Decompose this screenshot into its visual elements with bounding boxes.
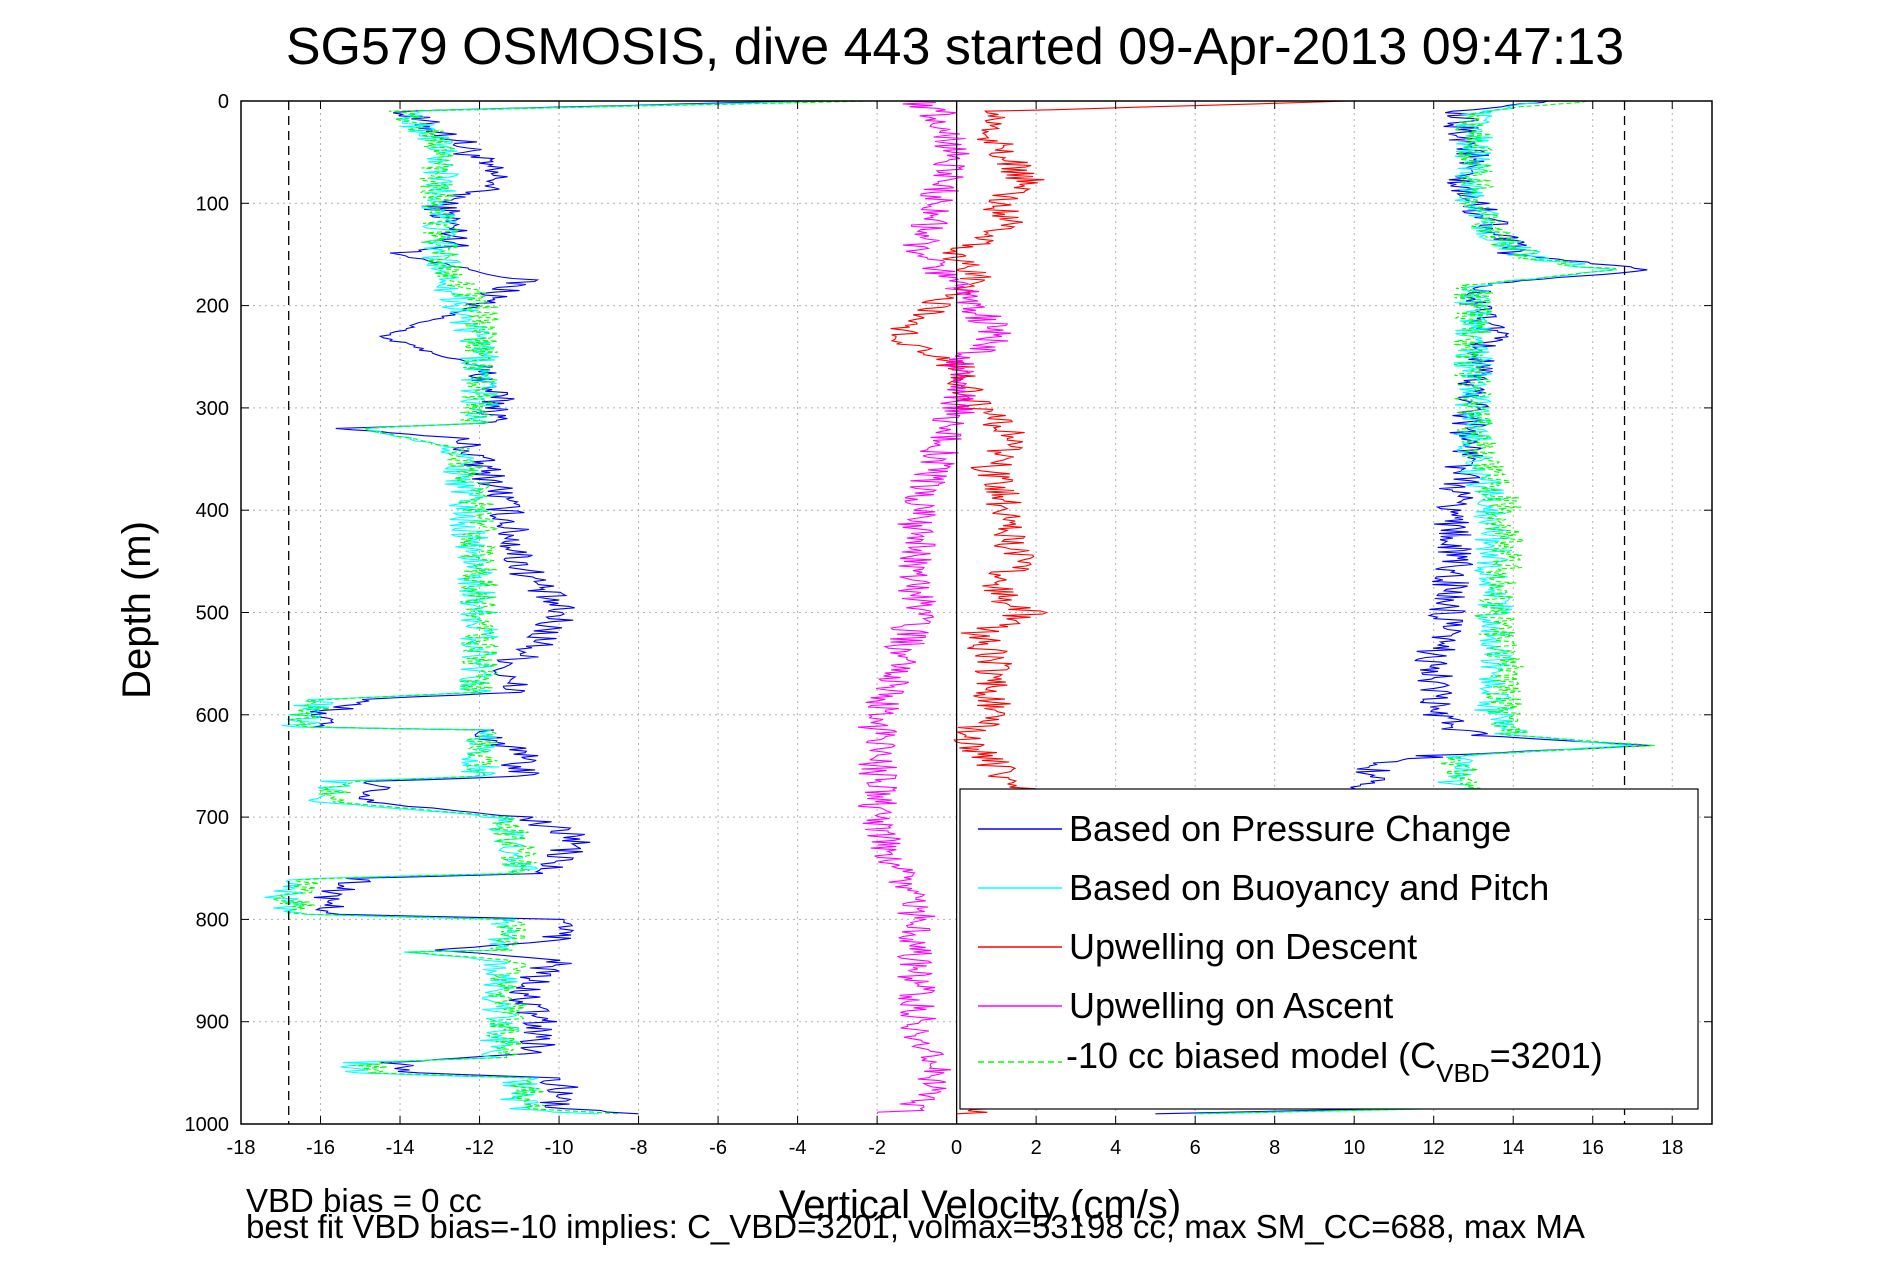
x-tick-label: -12 xyxy=(465,1137,494,1159)
y-axis-ticks: 0 100 200 300 400 500 600 700 800 900 1000 xyxy=(185,91,1712,1136)
y-tick-label: 900 xyxy=(196,1012,229,1034)
x-tick-label: 12 xyxy=(1423,1137,1445,1159)
x-tick-label: -4 xyxy=(789,1137,807,1159)
legend-label-buoyancy: Based on Buoyancy and Pitch xyxy=(1069,867,1549,908)
x-tick-label: 0 xyxy=(951,1137,962,1159)
y-tick-label: 800 xyxy=(196,909,229,931)
y-axis-title: Depth (m) xyxy=(115,521,159,699)
x-tick-label: 18 xyxy=(1661,1137,1683,1159)
x-tick-label: 8 xyxy=(1269,1137,1280,1159)
y-tick-label: 300 xyxy=(196,398,229,420)
x-axis-title: Vertical Velocity (cm/s) xyxy=(779,1183,1181,1227)
x-tick-label: -2 xyxy=(868,1137,886,1159)
chart-title: SG579 OSMOSIS, dive 443 started 09-Apr-2… xyxy=(286,18,1624,76)
y-tick-label: 200 xyxy=(196,296,229,318)
legend-label-upwelling-descent: Upwelling on Descent xyxy=(1069,926,1417,967)
x-tick-label: 14 xyxy=(1502,1137,1524,1159)
legend-label-biased-model: -10 cc biased model (CVBD=3201) xyxy=(1066,1035,1603,1088)
x-tick-label: 16 xyxy=(1582,1137,1604,1159)
y-tick-label: 1000 xyxy=(185,1114,230,1136)
y-tick-label: 0 xyxy=(218,91,229,113)
series-line-model_descent xyxy=(264,100,832,1115)
x-tick-label: -6 xyxy=(709,1137,727,1159)
x-tick-label: 4 xyxy=(1110,1137,1121,1159)
legend-label-pressure: Based on Pressure Change xyxy=(1069,808,1511,849)
reference-lines xyxy=(288,101,1626,1124)
y-tick-label: 700 xyxy=(196,807,229,829)
y-tick-label: 600 xyxy=(196,705,229,727)
y-tick-label: 400 xyxy=(196,500,229,522)
legend-label-upwelling-ascent: Upwelling on Ascent xyxy=(1069,985,1393,1026)
x-tick-label: 10 xyxy=(1343,1137,1365,1159)
x-tick-label: -10 xyxy=(545,1137,574,1159)
legend-box xyxy=(959,788,1699,1110)
x-tick-label: 6 xyxy=(1190,1137,1201,1159)
series-line-biased_descent xyxy=(272,100,872,1115)
legend: Based on Pressure Change Based on Buoyan… xyxy=(959,788,1699,1110)
y-tick-label: 500 xyxy=(196,603,229,625)
series-line-upwelling_ascent xyxy=(857,100,1012,1115)
footer-line-1: VBD bias = 0 cc xyxy=(246,1182,482,1219)
x-tick-label: -16 xyxy=(306,1137,335,1159)
y-tick-label: 100 xyxy=(196,193,229,215)
footer-line-2: best fit VBD bias=-10 implies: C_VBD=320… xyxy=(246,1208,1585,1245)
x-axis-ticks: -18 -16 -14 -12 -10 -8 -6 -4 -2 0 2 4 6 8 10 12 14 16 18 xyxy=(227,101,1683,1159)
x-tick-label: -18 xyxy=(227,1137,256,1159)
x-tick-label: -14 xyxy=(386,1137,415,1159)
x-tick-label: -8 xyxy=(630,1137,648,1159)
x-tick-label: 2 xyxy=(1031,1137,1042,1159)
series-line-pressure_descent xyxy=(310,100,792,1115)
